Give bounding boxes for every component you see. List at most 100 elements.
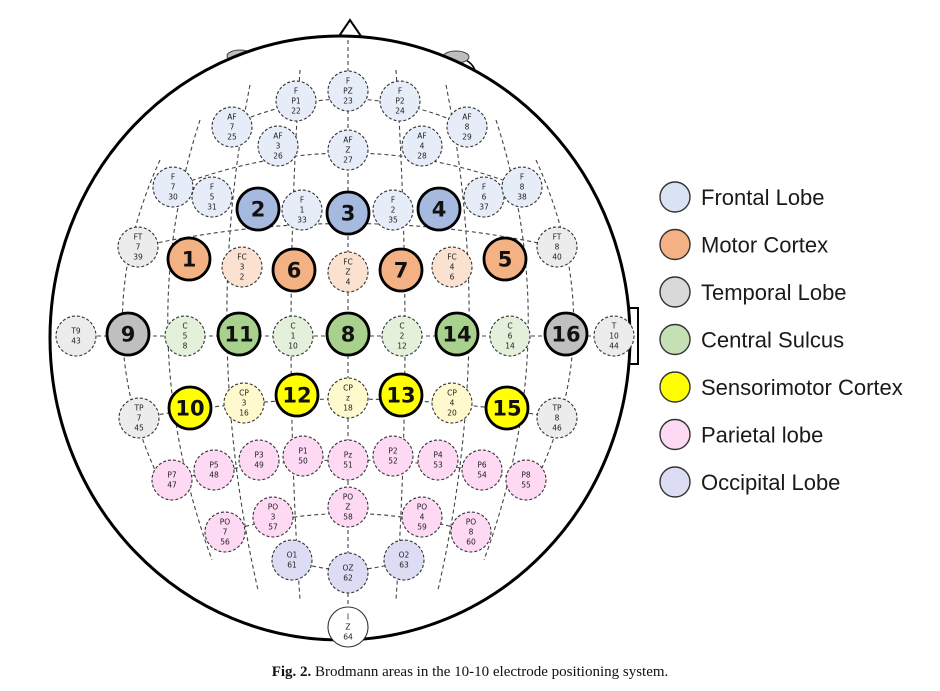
electrode-label: T	[611, 322, 617, 331]
grid-line-col-r1	[395, 69, 406, 601]
electrode-label: TP	[551, 404, 562, 413]
brodmann-number: 13	[386, 384, 415, 408]
electrode-label: P5	[209, 461, 219, 470]
brodmann-circle	[271, 247, 317, 293]
electrode-circle	[152, 166, 194, 208]
electrode-label: C	[399, 322, 404, 331]
brodmann-number: 15	[492, 397, 521, 421]
electrode-label: 46	[552, 424, 562, 433]
legend-item-temporal: Temporal Lobe	[659, 276, 847, 308]
electrode-label: 27	[343, 156, 353, 165]
brodmann-circle	[484, 385, 530, 431]
legend-swatch	[659, 181, 691, 213]
electrode-circle	[164, 315, 206, 357]
electrode-label: C	[182, 322, 187, 331]
electrode-circle	[417, 439, 459, 481]
electrode-label: P1	[291, 97, 301, 106]
brodmann-circle	[216, 311, 262, 357]
brodmann-number: 2	[251, 198, 266, 222]
electrode-label: 30	[168, 193, 178, 202]
electrode-circle	[327, 251, 369, 293]
electrode-circle	[327, 606, 369, 648]
electrode-circle	[117, 226, 159, 268]
electrode-label: I	[347, 613, 349, 622]
electrode-label: P2	[388, 447, 398, 456]
electrode-circle	[327, 129, 369, 171]
electrode-circle	[252, 496, 294, 538]
electrode-label: 54	[477, 471, 487, 480]
electrode-label: 4	[346, 278, 351, 287]
electrode-label: 4	[450, 263, 455, 272]
electrode-label: 10	[288, 342, 298, 351]
brodmann-number: 1	[182, 248, 197, 272]
electrode-label: Z	[345, 268, 350, 277]
electrode-label: F	[398, 87, 402, 96]
electrode-label: 22	[291, 107, 301, 116]
electrode-label: F	[300, 196, 304, 205]
electrode-label: 7	[137, 414, 142, 423]
electrode-label: 7	[230, 123, 235, 132]
electrode-circle	[327, 70, 369, 112]
electrode-label: 14	[505, 342, 515, 351]
electrode-label: 12	[397, 342, 407, 351]
electrode-label: F	[482, 183, 486, 192]
electrode-circle	[221, 246, 263, 288]
brodmann-circle	[325, 190, 371, 236]
electrode-label: 51	[343, 461, 353, 470]
electrode-label: TP	[133, 404, 144, 413]
electrode-label: 40	[552, 253, 562, 262]
electrode-label: 8	[555, 243, 560, 252]
brodmann-area-1: 1	[166, 236, 212, 282]
electrode-label: O1	[287, 551, 298, 560]
brodmann-number: 14	[442, 323, 471, 347]
electrode-label: 33	[297, 216, 307, 225]
legend-label: Temporal Lobe	[701, 280, 847, 305]
electrode-label: 35	[388, 216, 398, 225]
electrode-label: OZ	[342, 564, 353, 573]
electrode-label: AF	[343, 136, 352, 145]
electrode-circle	[383, 539, 425, 581]
legend-item-frontal: Frontal Lobe	[659, 181, 825, 213]
electrode-label: 3	[276, 142, 281, 151]
legend-item-central: Central Sulcus	[659, 323, 844, 356]
brodmann-area-7: 7	[378, 247, 424, 293]
brodmann-area-10: 10	[167, 385, 213, 431]
legend-swatch	[659, 228, 691, 261]
electrode-label: 47	[167, 481, 177, 490]
electrode-label: 7	[171, 183, 176, 192]
grid-line-row-2	[171, 152, 525, 189]
electrode-label: 6	[482, 193, 487, 202]
brodmann-number: 5	[498, 248, 513, 272]
electrode-label: FC	[237, 253, 247, 262]
electrode-label: P3	[254, 451, 264, 460]
legend-swatch	[659, 323, 691, 356]
brodmann-number: 7	[394, 259, 409, 283]
electrode-label: 37	[479, 203, 489, 212]
electrode-label: 52	[388, 457, 398, 466]
electrode-label: F	[210, 183, 214, 192]
electrode-label: PO	[268, 503, 279, 512]
brodmann-area-6: 6	[271, 247, 317, 293]
electrode-label: 39	[133, 253, 143, 262]
electrode-circle	[282, 435, 324, 477]
electrode-label: FT	[553, 233, 562, 242]
electrode-label: 4	[450, 399, 455, 408]
electrode-circle	[272, 315, 314, 357]
electrode-label: 50	[298, 457, 308, 466]
electrode-c-5-8: C58	[164, 315, 206, 357]
electrode-label: 7	[136, 243, 141, 252]
brodmann-area-14: 14	[434, 311, 480, 357]
